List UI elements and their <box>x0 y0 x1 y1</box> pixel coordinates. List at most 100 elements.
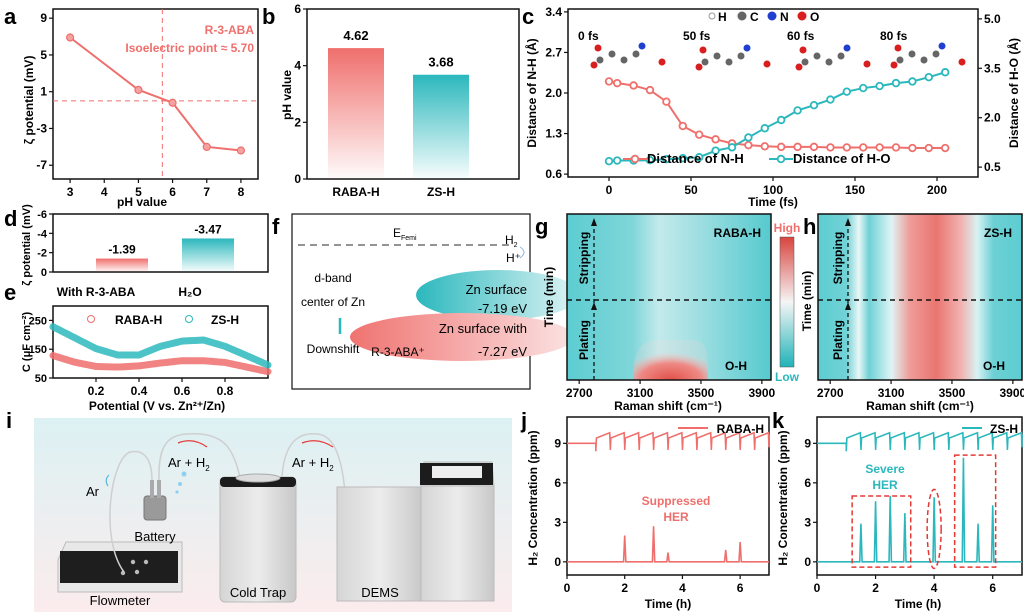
x-axis-label: Raman shift (cm⁻¹) <box>866 399 974 413</box>
data-point <box>202 142 211 151</box>
x-tick-label: 8 <box>238 185 245 199</box>
x-tick-label: 0.2 <box>88 384 105 398</box>
y-tick-label: 50 <box>35 373 47 385</box>
data-point <box>908 143 917 153</box>
data-point <box>760 124 769 133</box>
y-tick-label: 1.3 <box>545 127 562 141</box>
x-tick-label: 6 <box>169 185 176 199</box>
x-tick-label: 0 <box>814 581 821 595</box>
data-point <box>859 83 868 93</box>
panel-label-f: f <box>272 214 280 239</box>
data-point <box>842 143 851 152</box>
annotation-line2: HER <box>663 510 689 524</box>
y-tick-label: 9 <box>804 436 811 450</box>
x-category-label: RABA-H <box>332 185 379 199</box>
data-point <box>604 77 614 86</box>
plot-frame <box>566 416 770 576</box>
y-tick-label: -3 <box>36 121 47 135</box>
legend-raba-h: RABA-H <box>115 313 162 327</box>
zn-surface-with-label: Zn surface with <box>439 321 527 336</box>
y-tick-label: 1 <box>40 85 47 99</box>
flowmeter-screen <box>60 551 178 583</box>
panel-b-ph-bars: 0 2 4 6 4.62 RABA-H 3.68 ZS-H pH value <box>280 2 520 199</box>
x-tick-label: 200 <box>927 183 947 197</box>
snapshot-label-0fs: 0 fs <box>578 29 599 43</box>
x-category-label: ZS-H <box>427 185 455 199</box>
bar-value-label: -1.39 <box>108 243 136 257</box>
panel-k-h2-zs: 0 2 4 6 0 3 6 9 Time (h) H₂ Concentration (ppm)… <box>776 416 1023 611</box>
plating-label: Plating <box>577 320 591 360</box>
oxygen-atom <box>890 61 898 69</box>
baseline-trace <box>817 431 1023 452</box>
oxygen-atom <box>594 44 602 52</box>
x-tick-label: 2 <box>872 581 879 595</box>
oxygen-atom <box>799 46 807 54</box>
data-point <box>826 95 835 104</box>
data-point <box>711 135 720 144</box>
carbon-atom <box>632 50 640 58</box>
data-point <box>645 155 655 165</box>
carbon-atom <box>837 52 845 60</box>
bar-zs-h <box>413 74 469 179</box>
zn-surface-value: -7.19 eV <box>478 301 527 316</box>
highlight-box-2 <box>953 454 997 568</box>
data-point <box>168 98 177 107</box>
y-axis-label: H₂ Concentration (ppm) <box>526 430 540 565</box>
data-point <box>760 142 769 151</box>
water-oxygen-atom <box>958 58 966 66</box>
y-tick-label: 2 <box>294 115 301 129</box>
battery-outlet-tube <box>158 432 241 481</box>
oxygen-atom <box>695 63 703 71</box>
nitrogen-atom <box>743 44 751 52</box>
cold-trap-device <box>219 476 297 603</box>
nitrogen-atom <box>938 42 946 50</box>
reaction-arrow-icon <box>519 246 525 259</box>
x-tick-label: 3500 <box>939 386 966 400</box>
y-tick-label: 9 <box>40 11 47 25</box>
battery-cell <box>143 495 167 521</box>
x-tick-label: 6 <box>737 581 744 595</box>
argon-inlet-tube <box>109 450 153 573</box>
carbon-atom <box>596 56 604 64</box>
y-tick-label: 3.5 <box>984 61 1001 75</box>
annotation-line2: HER <box>872 478 898 492</box>
panel-label-a: a <box>4 4 17 29</box>
y-tick-label: 6 <box>294 2 301 16</box>
baseline-trace <box>567 431 770 452</box>
annotation-title: R-3-ABA <box>205 23 255 37</box>
data-point <box>793 142 802 152</box>
x-axis-label: Time (fs) <box>748 195 798 209</box>
series-band-raba-h <box>49 352 272 376</box>
x-tick-label: 6 <box>989 581 996 595</box>
y-tick-label: -6 <box>37 209 47 221</box>
legend-label: Distance of H-O <box>793 151 891 166</box>
plating-label: Plating <box>831 320 845 360</box>
x-tick-label: 3100 <box>878 386 905 400</box>
snapshot-label-80fs: 80 fs <box>880 29 908 43</box>
y-tick-label: 2.7 <box>545 45 562 59</box>
nitrogen-atom <box>843 44 851 52</box>
heatmap <box>818 214 1022 380</box>
heatmap-title: ZS-H <box>984 226 1012 240</box>
data-point <box>941 143 950 153</box>
x-tick-label: 50 <box>684 183 698 197</box>
legend-label: Distance of N-H <box>647 151 744 166</box>
oh-label: O-H <box>725 359 747 373</box>
x-tick-label: 0 <box>564 581 571 595</box>
x-tick-label: 0.6 <box>174 384 191 398</box>
data-point <box>134 85 143 94</box>
carbon-atom <box>825 58 833 66</box>
legend-marker <box>776 154 786 164</box>
x-tick-label: 5 <box>135 185 142 199</box>
x-axis-label: Potential (V vs. Zn²⁺/Zn) <box>89 399 225 413</box>
y-tick-label: 9 <box>554 436 561 450</box>
zn-surface-with-value: -7.27 eV <box>478 344 527 359</box>
x-tick-label: 4 <box>931 581 938 595</box>
y-tick-label: 2.0 <box>545 86 562 100</box>
bar-value-label: 4.62 <box>343 28 368 43</box>
legend-label: ZS-H <box>990 422 1018 436</box>
molecule-snapshot-3 <box>890 42 966 69</box>
series-band-zs-h <box>49 323 272 369</box>
colorbar <box>779 236 795 368</box>
